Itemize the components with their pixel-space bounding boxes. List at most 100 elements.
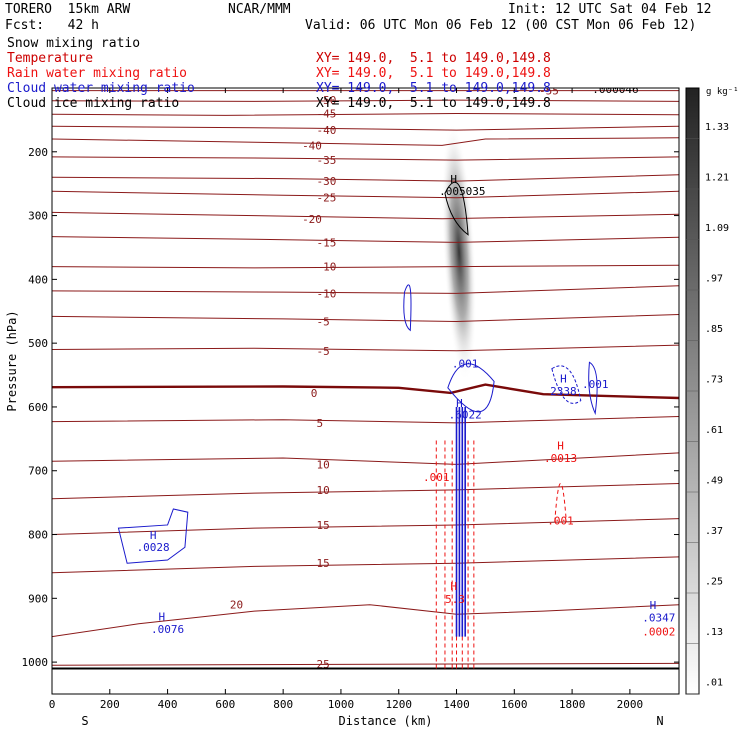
isotherm-19 [52,556,679,574]
axes: 0 200 400 600 800 1000 1200 1400 1600 1800 2000200… [5,88,679,728]
cloud-water-upper [403,284,412,332]
x-tick-label-2: 400 [158,698,178,711]
colorbar-label-2: 1.09 [705,223,729,234]
legend-temperature-xy: XY= 149.0, 5.1 to 149.0,149.8 [316,51,551,66]
colorbar-unit: g kg⁻¹ [706,87,739,97]
y-tick-label-8: 1000 [22,656,49,669]
isotherm-15 [52,416,679,424]
colorbar-label-7: .49 [705,475,723,486]
plot-area: -55-50-45-40-40-35-30-25-20-15-10-10-5-5… [52,83,679,671]
y-tick-label-4: 600 [28,401,48,414]
y-tick-label-6: 800 [28,529,48,542]
x-tick-label-7: 1400 [443,698,470,711]
y-tick-label-1: 300 [28,210,48,223]
cloud-water-label-5: .001 [582,378,609,391]
colorbar-label-9: .25 [705,576,723,587]
isotherm-3 [52,137,679,146]
rain-label-5: .001 [547,514,574,527]
valid-time: Valid: 06 UTC Mon 06 Feb 12 (00 CST Mon … [305,18,697,33]
isotherm-label-19: 15 [317,557,330,570]
isotherm-17 [52,483,679,500]
rain-label-3: H [557,440,564,453]
cloud-water-label-3: H [560,373,567,386]
colorbar-label-10: .13 [705,627,723,638]
colorbar-label-1: 1.21 [705,172,729,183]
isotherm-13 [52,344,679,352]
colorbar-label-11: .01 [705,677,723,688]
isotherm-7 [52,190,679,199]
rain-label-1: H [450,580,457,593]
cloud-water-south [117,508,189,564]
isotherm-label-13: -5 [317,345,330,358]
model-name: TORERO 15km ARW [5,2,131,17]
legend-cloud-water: Cloud water mixing ratio [7,81,195,96]
isotherm-20 [52,604,679,638]
isotherm-label-0: -55 [539,85,559,98]
isotherm-label-15: 5 [317,417,324,430]
x-axis-label: Distance (km) [339,714,433,728]
snow-shading [441,122,477,382]
y-axis-label: Pressure (hPa) [5,310,19,411]
cloud-water-label-11: .0347 [642,611,675,624]
isotherm-label-5: -35 [317,154,337,167]
colorbar-label-4: .85 [705,324,723,335]
isotherm-16 [52,452,679,465]
colorbar-label-5: .73 [705,374,723,385]
y-tick-label-2: 400 [28,273,48,286]
colorbar-label-3: .97 [705,273,723,284]
y-tick-label-7: 900 [28,592,48,605]
isotherm-label-7: -25 [317,192,337,205]
rain-contour-north [554,483,567,522]
isotherm-12 [52,314,679,323]
isotherm-label-1: -50 [317,94,337,107]
isotherm-label-9: -15 [317,236,337,249]
legend-cloud-water-xy: XY= 149.0, 5.1 to 149.0,149.8 [316,81,551,96]
isotherm-label-16: 10 [317,458,330,471]
x-tick-label-0: 0 [49,698,56,711]
isotherm-14 [52,383,679,400]
isotherm-6 [52,174,679,182]
isotherm-4 [52,125,679,131]
isotherm-9 [52,236,679,243]
cloud-ice-label-0: H [450,173,457,186]
cloud-water-label-4: 2338 [550,385,577,398]
rain-label-2: 5.3 [445,593,465,606]
isotherm-label-4: -40 [317,124,337,137]
isotherm-label-12: -5 [317,315,330,328]
y-tick-label-5: 700 [28,465,48,478]
isotherm-label-3: -40 [302,139,322,152]
isotherm-5 [52,156,679,161]
cloud-water-label-8: H [158,611,165,624]
colorbar-label-0: 1.33 [705,122,729,133]
x-tick-label-8: 1600 [501,698,528,711]
legend-cloud-ice-xy: XY= 149.0, 5.1 to 149.0,149.8 [316,96,551,111]
cloud-water-label-1: H [456,397,463,410]
cloud-water-anvil [447,363,495,413]
isotherm-label-14: 0 [311,387,318,400]
cloud-water-label-9: .0076 [151,623,184,636]
isotherm-2 [52,112,679,116]
organization: NCAR/MMM [228,2,291,17]
cloud-water-label-2: .6022 [449,408,482,421]
isotherm-18 [52,518,679,535]
rain-label-4: .0013 [544,452,577,465]
cloud-ice-label-2: .000046 [592,83,638,96]
x-tick-label-3: 600 [215,698,235,711]
cloud-water-label-0: .001 [452,357,479,370]
legend-snow: Snow mixing ratio [7,36,141,51]
isotherm-label-10: -10 [317,261,337,274]
isotherm-label-18: 15 [317,519,330,532]
x-tick-label-4: 800 [273,698,293,711]
isotherm-label-8: -20 [302,213,322,226]
isotherm-label-2: -45 [317,108,337,121]
x-tick-label-1: 200 [100,698,120,711]
isotherm-label-6: -30 [317,175,337,188]
south-label: S [81,714,88,728]
legend-rain-xy: XY= 149.0, 5.1 to 149.0,149.8 [316,66,551,81]
y-tick-label-3: 500 [28,337,48,350]
isotherm-label-11: -10 [317,287,337,300]
cloud-water-label-7: .0028 [137,541,170,554]
isotherm-label-20: 20 [230,599,243,612]
cloud-ice-label-1: .005035 [439,185,485,198]
